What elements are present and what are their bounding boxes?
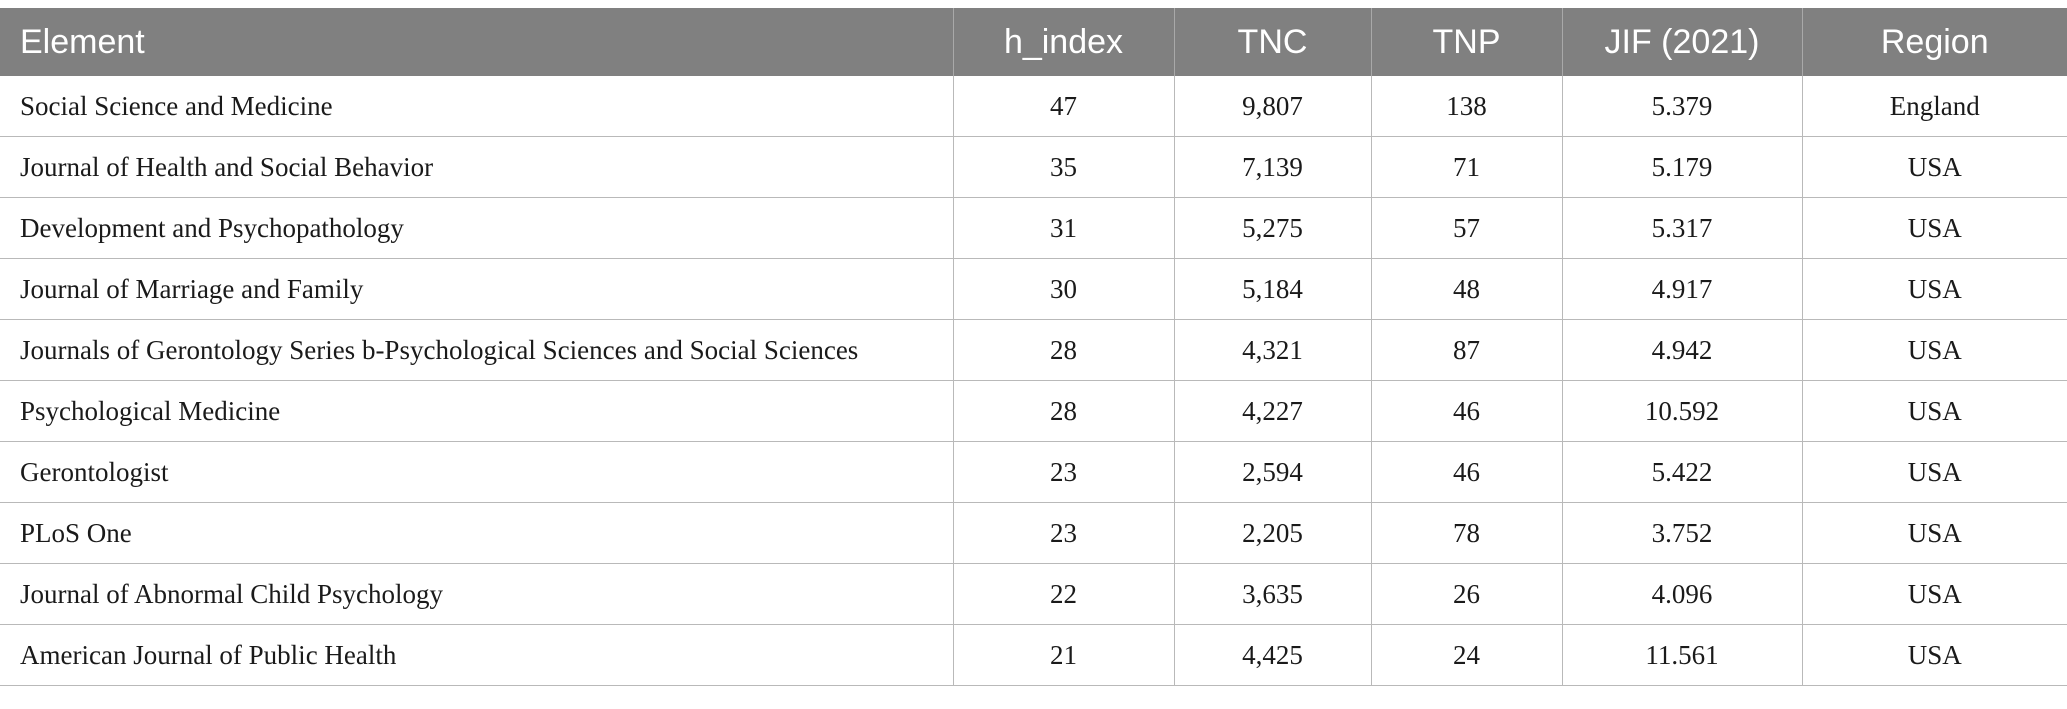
cell-region: USA <box>1802 380 2067 442</box>
cell-tnp: 71 <box>1371 136 1563 198</box>
table-row: Gerontologist 23 2,594 46 5.422 USA <box>0 441 2067 503</box>
cell-tnc: 4,227 <box>1174 380 1372 442</box>
cell-tnc: 7,139 <box>1174 136 1372 198</box>
table-row: Development and Psychopathology 31 5,275… <box>0 197 2067 259</box>
cell-element: Psychological Medicine <box>0 380 954 442</box>
cell-h-index: 47 <box>953 76 1175 137</box>
cell-jif: 5.422 <box>1562 441 1803 503</box>
cell-tnc: 2,594 <box>1174 441 1372 503</box>
cell-h-index: 31 <box>953 197 1175 259</box>
journal-table-container: Element h_index TNC TNP JIF (2021) Regio… <box>0 8 2067 686</box>
cell-element: Journal of Marriage and Family <box>0 258 954 320</box>
cell-tnp: 57 <box>1371 197 1563 259</box>
cell-jif: 4.096 <box>1562 563 1803 625</box>
header-tnp: TNP <box>1371 8 1563 76</box>
cell-tnc: 5,184 <box>1174 258 1372 320</box>
cell-h-index: 23 <box>953 441 1175 503</box>
header-h-index: h_index <box>953 8 1175 76</box>
cell-region: USA <box>1802 136 2067 198</box>
cell-tnp: 26 <box>1371 563 1563 625</box>
cell-tnp: 48 <box>1371 258 1563 320</box>
cell-jif: 10.592 <box>1562 380 1803 442</box>
cell-tnp: 78 <box>1371 502 1563 564</box>
header-element: Element <box>0 8 954 76</box>
cell-region: USA <box>1802 258 2067 320</box>
cell-h-index: 21 <box>953 624 1175 686</box>
cell-h-index: 22 <box>953 563 1175 625</box>
cell-tnc: 5,275 <box>1174 197 1372 259</box>
cell-tnp: 46 <box>1371 380 1563 442</box>
cell-region: England <box>1802 76 2067 137</box>
cell-element: American Journal of Public Health <box>0 624 954 686</box>
cell-element: Social Science and Medicine <box>0 76 954 137</box>
cell-jif: 3.752 <box>1562 502 1803 564</box>
cell-jif: 11.561 <box>1562 624 1803 686</box>
cell-jif: 5.379 <box>1562 76 1803 137</box>
cell-h-index: 28 <box>953 319 1175 381</box>
cell-element: Journal of Health and Social Behavior <box>0 136 954 198</box>
cell-tnc: 4,321 <box>1174 319 1372 381</box>
table-row: Journal of Health and Social Behavior 35… <box>0 136 2067 198</box>
cell-region: USA <box>1802 441 2067 503</box>
cell-region: USA <box>1802 624 2067 686</box>
cell-h-index: 28 <box>953 380 1175 442</box>
table-row: Journal of Abnormal Child Psychology 22 … <box>0 563 2067 625</box>
cell-element: Journals of Gerontology Series b-Psychol… <box>0 319 954 381</box>
table-row: Journal of Marriage and Family 30 5,184 … <box>0 258 2067 320</box>
cell-tnp: 87 <box>1371 319 1563 381</box>
cell-jif: 5.317 <box>1562 197 1803 259</box>
cell-h-index: 35 <box>953 136 1175 198</box>
cell-tnc: 3,635 <box>1174 563 1372 625</box>
table-row: American Journal of Public Health 21 4,4… <box>0 624 2067 686</box>
cell-tnc: 2,205 <box>1174 502 1372 564</box>
cell-jif: 4.942 <box>1562 319 1803 381</box>
journal-table: Element h_index TNC TNP JIF (2021) Regio… <box>0 8 2067 686</box>
cell-tnc: 4,425 <box>1174 624 1372 686</box>
cell-region: USA <box>1802 563 2067 625</box>
cell-tnp: 46 <box>1371 441 1563 503</box>
header-region: Region <box>1802 8 2067 76</box>
cell-region: USA <box>1802 502 2067 564</box>
table-row: Psychological Medicine 28 4,227 46 10.59… <box>0 380 2067 442</box>
cell-region: USA <box>1802 319 2067 381</box>
cell-tnp: 24 <box>1371 624 1563 686</box>
cell-tnp: 138 <box>1371 76 1563 137</box>
header-tnc: TNC <box>1174 8 1372 76</box>
cell-element: Development and Psychopathology <box>0 197 954 259</box>
table-row: PLoS One 23 2,205 78 3.752 USA <box>0 502 2067 564</box>
cell-element: PLoS One <box>0 502 954 564</box>
cell-tnc: 9,807 <box>1174 76 1372 137</box>
cell-jif: 5.179 <box>1562 136 1803 198</box>
cell-element: Gerontologist <box>0 441 954 503</box>
cell-h-index: 30 <box>953 258 1175 320</box>
table-row: Journals of Gerontology Series b-Psychol… <box>0 319 2067 381</box>
cell-element: Journal of Abnormal Child Psychology <box>0 563 954 625</box>
cell-h-index: 23 <box>953 502 1175 564</box>
table-header-row: Element h_index TNC TNP JIF (2021) Regio… <box>0 8 2067 76</box>
header-jif: JIF (2021) <box>1562 8 1803 76</box>
cell-jif: 4.917 <box>1562 258 1803 320</box>
cell-region: USA <box>1802 197 2067 259</box>
table-row: Social Science and Medicine 47 9,807 138… <box>0 76 2067 137</box>
